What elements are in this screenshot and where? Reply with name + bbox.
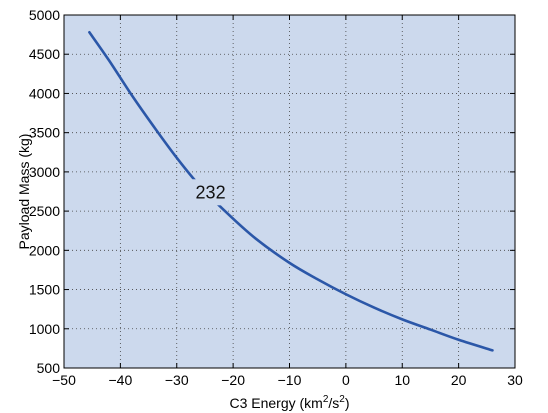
curve-label: 232 — [196, 182, 226, 202]
y-tick-label: 1500 — [29, 282, 60, 298]
x-tick-label: 30 — [507, 372, 523, 388]
series-line — [88, 30, 494, 352]
x-tick-label: −40 — [109, 372, 133, 388]
y-tick-label: 5000 — [29, 7, 60, 23]
y-tick-label: 500 — [37, 360, 61, 376]
y-tick-label: 2500 — [29, 203, 60, 219]
x-tick-label: −10 — [278, 372, 302, 388]
x-tick-label: 20 — [451, 372, 467, 388]
x-tick-label: −30 — [165, 372, 189, 388]
y-tick-label: 3500 — [29, 125, 60, 141]
ticks: −50 −40 −30 −20 −10 0 10 20 30 500 1000 1500 2000 250… — [29, 7, 523, 388]
grid — [64, 15, 515, 368]
annotations: 232 — [189, 179, 232, 206]
series-layer — [88, 30, 494, 352]
x-tick-label: 0 — [342, 372, 350, 388]
y-axis-label: Payload Mass (kg) — [16, 134, 32, 250]
x-tick-label: −50 — [52, 372, 76, 388]
x-tick-label: 10 — [394, 372, 410, 388]
y-tick-label: 4000 — [29, 85, 60, 101]
y-tick-label: 1000 — [29, 321, 60, 337]
x-axis-label: C3 Energy (km2/s2) — [229, 394, 349, 411]
x-tick-label: −20 — [221, 372, 245, 388]
y-tick-label: 4500 — [29, 46, 60, 62]
y-tick-label: 2000 — [29, 242, 60, 258]
y-tick-label: 3000 — [29, 164, 60, 180]
annotation-mask — [189, 179, 232, 206]
